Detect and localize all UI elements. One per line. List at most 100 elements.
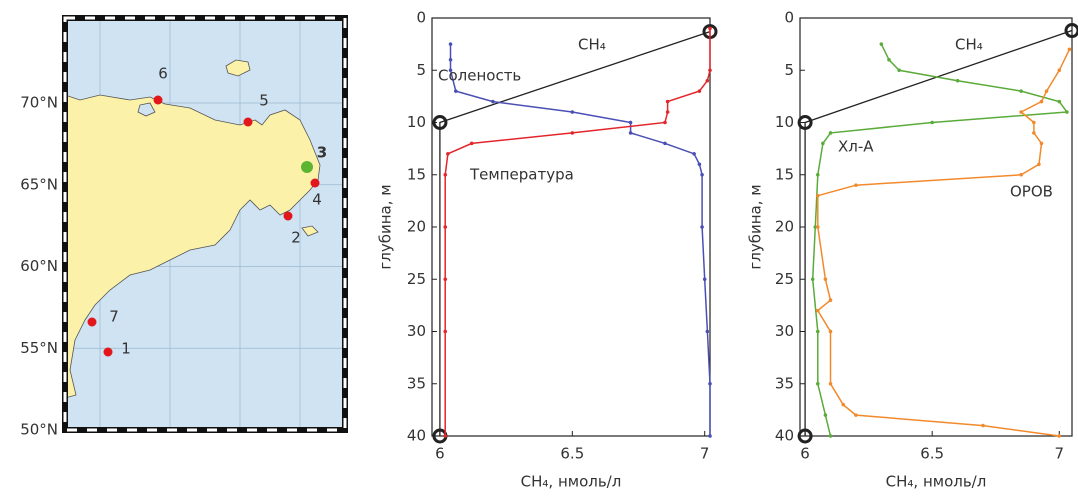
point — [1064, 23, 1078, 39]
point — [854, 413, 858, 417]
point — [665, 99, 670, 104]
series-line — [444, 28, 711, 436]
point — [1037, 162, 1041, 167]
map-panel — [62, 15, 348, 433]
point — [469, 141, 474, 146]
point — [697, 162, 702, 167]
point — [432, 115, 448, 130]
y-tick-label: 15 — [407, 165, 426, 183]
y-tick-label: 20 — [407, 218, 426, 236]
point — [828, 381, 833, 386]
y-tick-label: 20 — [775, 218, 794, 236]
lat-label: 50°N — [20, 421, 58, 439]
point — [1019, 110, 1024, 114]
point — [854, 183, 858, 188]
x-tick-label: 7 — [700, 445, 710, 463]
series-label: Соленость — [438, 67, 521, 85]
series-line — [811, 43, 1069, 437]
point — [1057, 434, 1062, 438]
station-label: 4 — [312, 191, 322, 209]
x-axis-label: CH₄, нмоль/л — [886, 473, 987, 491]
station — [310, 178, 320, 188]
point — [815, 193, 820, 198]
x-tick-label: 6.5 — [560, 445, 584, 463]
point — [828, 434, 833, 438]
y-tick-label: 30 — [407, 322, 426, 340]
y-tick-label: 5 — [784, 61, 794, 79]
point — [448, 42, 453, 46]
station — [87, 317, 97, 327]
series-line — [439, 30, 711, 436]
point — [692, 152, 696, 156]
point — [665, 110, 670, 114]
y-tick-label: 25 — [775, 270, 794, 288]
series-label: Температура — [469, 166, 574, 184]
point — [810, 277, 815, 282]
point — [815, 308, 820, 313]
y-tick-label: 10 — [775, 113, 794, 131]
point — [700, 172, 704, 177]
point — [663, 120, 667, 125]
point — [1032, 120, 1036, 125]
point — [570, 110, 575, 114]
station-label: 3 — [317, 144, 327, 162]
point — [697, 89, 702, 94]
x-tick-label: 6.5 — [920, 445, 944, 463]
y-tick-label: 0 — [416, 9, 426, 27]
point — [828, 298, 833, 302]
point — [828, 131, 833, 135]
y-tick-label: 35 — [407, 374, 426, 392]
lat-label: 60°N — [20, 257, 58, 275]
point — [443, 329, 448, 334]
point — [1032, 131, 1036, 135]
point — [663, 141, 667, 146]
point — [570, 131, 575, 135]
point — [1057, 99, 1062, 104]
plot-frame — [799, 17, 1073, 437]
point — [453, 89, 458, 94]
point — [448, 68, 453, 73]
point — [443, 225, 448, 229]
station-label: 1 — [121, 340, 131, 358]
point — [700, 225, 704, 229]
island — [301, 225, 319, 237]
station — [301, 161, 313, 173]
y-tick-label: 40 — [407, 427, 426, 445]
bay — [137, 102, 156, 117]
station-label: 5 — [259, 92, 269, 110]
point — [443, 434, 448, 438]
point — [797, 115, 813, 130]
point — [708, 68, 712, 73]
point — [887, 57, 891, 62]
x-tick-label: 6 — [435, 445, 445, 463]
y-tick-label: 10 — [407, 113, 426, 131]
y-tick-label: 15 — [775, 165, 794, 183]
lat-label: 65°N — [20, 175, 58, 193]
point — [823, 277, 828, 282]
point — [1057, 68, 1062, 73]
station — [153, 95, 163, 105]
point — [1039, 141, 1044, 146]
y-tick-label: 0 — [784, 9, 794, 27]
point — [955, 78, 960, 83]
island — [225, 59, 251, 77]
point — [815, 172, 820, 177]
series-line — [816, 48, 1071, 437]
point — [705, 329, 710, 334]
series-line — [804, 29, 1073, 436]
point — [628, 131, 633, 135]
point — [815, 381, 820, 386]
point — [815, 225, 820, 229]
point — [443, 172, 448, 177]
point — [708, 434, 712, 438]
y-tick-label: 5 — [416, 61, 426, 79]
point — [797, 428, 813, 444]
lat-label: 70°N — [20, 94, 58, 112]
point — [815, 329, 820, 334]
station — [103, 347, 113, 357]
point — [443, 277, 448, 282]
point — [702, 277, 707, 282]
station-label: 7 — [109, 308, 119, 326]
point — [1065, 110, 1069, 114]
